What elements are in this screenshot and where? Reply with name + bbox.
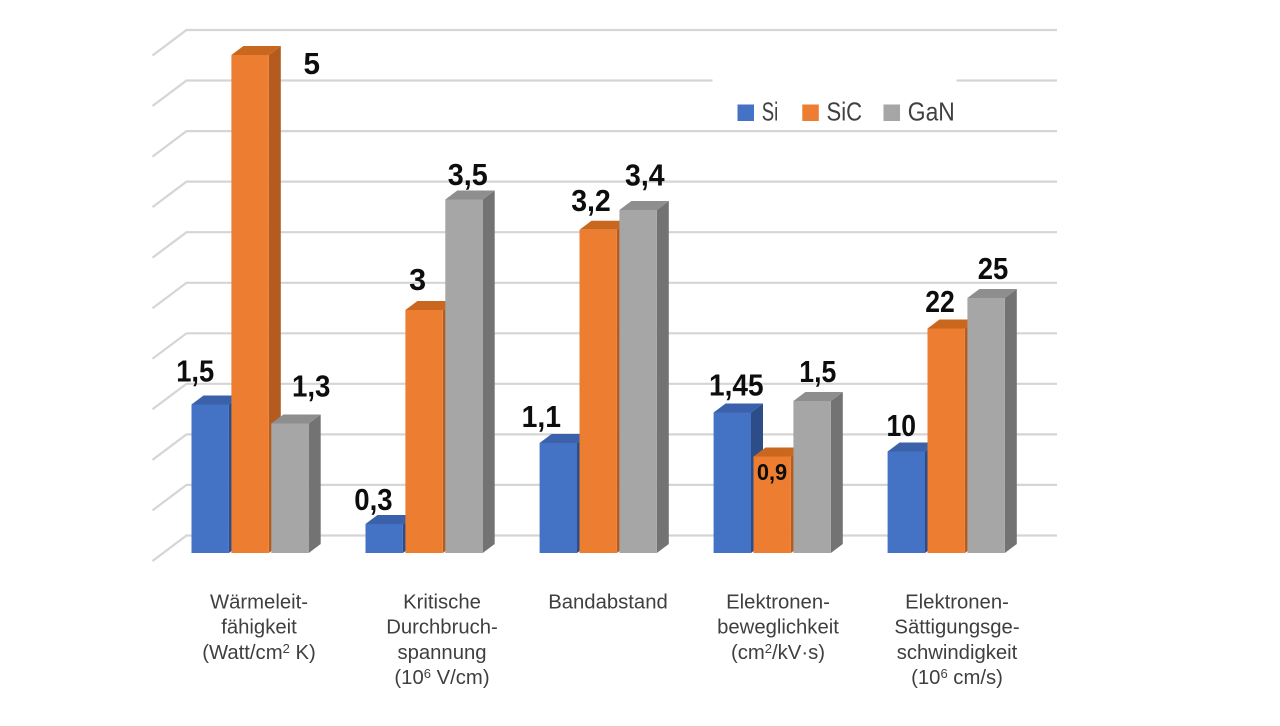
svg-text:3,5: 3,5 [448, 157, 488, 192]
svg-text:Sättigungsge-: Sättigungsge- [894, 617, 1019, 639]
svg-text:fähigkeit: fähigkeit [221, 617, 297, 639]
svg-text:schwindigkeit: schwindigkeit [897, 642, 1018, 664]
svg-text:25: 25 [978, 251, 1009, 286]
svg-text:(106 V/cm): (106 V/cm) [394, 666, 489, 689]
svg-text:3,2: 3,2 [571, 183, 611, 218]
svg-text:spannung: spannung [397, 642, 486, 664]
svg-text:(cm2/kV·s): (cm2/kV·s) [731, 641, 825, 664]
svg-text:1,3: 1,3 [292, 369, 331, 404]
svg-text:Wärmeleit-: Wärmeleit- [210, 592, 308, 614]
svg-text:1,5: 1,5 [799, 354, 836, 389]
svg-text:0,9: 0,9 [757, 459, 787, 485]
svg-text:Si: Si [762, 97, 779, 127]
svg-text:Bandabstand: Bandabstand [548, 592, 668, 614]
svg-text:10: 10 [886, 408, 916, 443]
svg-text:1,45: 1,45 [709, 368, 764, 403]
svg-text:5: 5 [303, 46, 320, 81]
svg-text:Elektronen-: Elektronen- [726, 592, 830, 614]
svg-text:(Watt/cm2 K): (Watt/cm2 K) [202, 641, 316, 664]
svg-text:22: 22 [925, 284, 955, 319]
svg-text:Kritische: Kritische [403, 592, 481, 614]
svg-text:SiC: SiC [827, 97, 863, 127]
svg-text:Durchbruch-: Durchbruch- [386, 617, 498, 639]
svg-text:beweglichkeit: beweglichkeit [717, 617, 839, 639]
svg-text:3: 3 [409, 262, 426, 297]
svg-text:1,1: 1,1 [522, 399, 561, 434]
svg-text:0,3: 0,3 [354, 482, 392, 517]
svg-text:1,5: 1,5 [176, 354, 214, 389]
svg-text:(106 cm/s): (106 cm/s) [911, 666, 1003, 689]
svg-text:3,4: 3,4 [625, 158, 665, 193]
svg-text:Elektronen-: Elektronen- [905, 592, 1009, 614]
svg-text:GaN: GaN [908, 97, 955, 127]
